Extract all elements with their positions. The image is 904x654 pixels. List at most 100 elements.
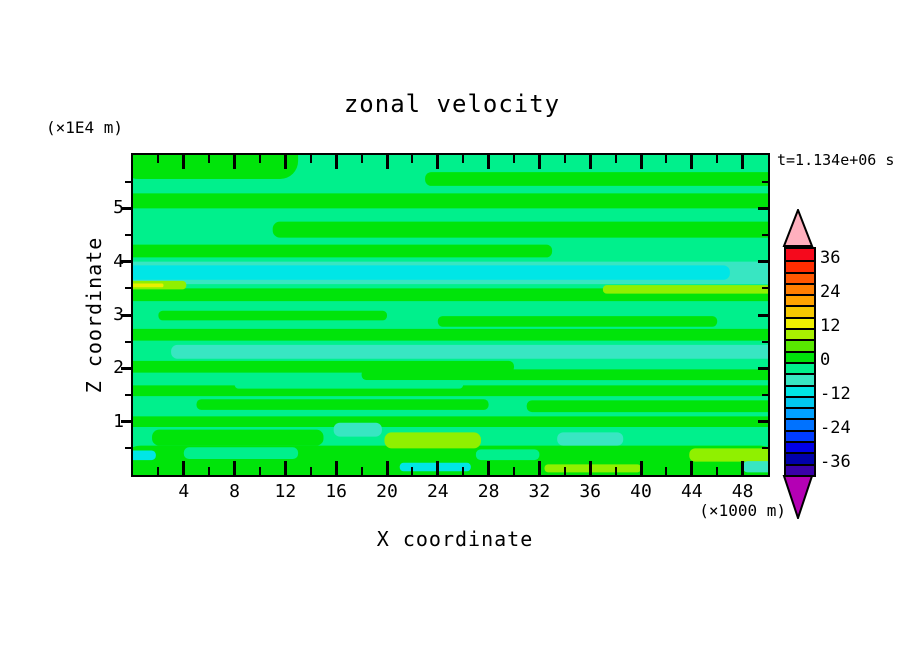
contour-band-chartreuse	[689, 448, 768, 462]
y-tick-label: 5	[113, 197, 124, 219]
x-minor-tick	[462, 467, 465, 475]
contour-band-spring	[475, 449, 540, 461]
x-major-tick	[436, 155, 440, 169]
x-minor-tick	[563, 467, 566, 475]
x-minor-tick	[614, 155, 617, 163]
x-minor-tick	[157, 155, 160, 163]
contour-band-green	[152, 429, 324, 446]
x-major-tick	[639, 155, 643, 169]
contour-band-green	[196, 399, 489, 410]
y-tick-label: 2	[113, 357, 124, 379]
y-major-tick	[121, 313, 131, 317]
colorbar-cell	[786, 441, 814, 453]
contour-band-green	[133, 155, 299, 179]
colorbar-cell	[786, 384, 814, 396]
contour-band-turquoise	[333, 422, 382, 437]
y-minor-tick	[762, 447, 768, 450]
colorbar-cell	[786, 463, 814, 475]
colorbar-cell	[786, 282, 814, 295]
contour-band-cyan	[133, 450, 156, 461]
x-minor-tick	[259, 155, 261, 163]
y-minor-tick	[762, 394, 768, 396]
x-major-tick	[436, 461, 440, 475]
x-minor-tick	[614, 467, 617, 475]
x-major-tick	[487, 461, 491, 475]
colorbar-cell	[786, 328, 814, 340]
x-major-tick	[588, 461, 592, 475]
contour-band-chartreuse	[544, 464, 641, 473]
y-minor-tick	[125, 180, 131, 183]
x-major-tick	[588, 155, 592, 169]
x-tick-label: 36	[579, 481, 602, 502]
colorbar-cell	[786, 373, 814, 385]
x-tick-label: 40	[630, 481, 652, 502]
y-minor-tick	[762, 340, 768, 343]
colorbar-cell	[786, 339, 814, 351]
x-major-tick	[487, 155, 491, 169]
y-major-tick	[121, 366, 131, 370]
x-major-tick	[182, 155, 186, 169]
x-major-tick	[182, 461, 186, 475]
x-tick-label: 16	[325, 481, 348, 502]
contour-band-chartreuse	[602, 285, 768, 294]
y-minor-tick	[762, 287, 768, 290]
y-minor-tick	[125, 340, 131, 343]
colorbar	[784, 247, 816, 477]
x-major-tick	[537, 155, 541, 169]
contour-band-spring	[183, 447, 299, 459]
x-major-tick	[385, 155, 389, 169]
colorbar-cell	[786, 452, 814, 464]
x-axis-title: X coordinate	[376, 527, 534, 551]
timestamp-label: t=1.134e+06 s	[777, 151, 895, 169]
contour-band-green	[133, 244, 553, 258]
contour-band-green	[425, 172, 768, 186]
colorbar-tick-label: -36	[820, 451, 851, 472]
x-minor-tick	[208, 467, 211, 475]
x-tick-label: 44	[680, 481, 703, 502]
colorbar-cell	[786, 260, 814, 272]
colorbar-tick-label: 36	[820, 248, 841, 269]
contour-band-yellow	[133, 283, 164, 288]
chart-title: zonal velocity	[343, 90, 561, 118]
y-minor-tick	[125, 234, 131, 236]
x-major-tick	[741, 155, 745, 169]
plot-area	[131, 153, 770, 477]
x-minor-tick	[513, 467, 515, 475]
x-major-tick	[334, 461, 338, 475]
colorbar-tick-label: 24	[820, 282, 841, 303]
x-minor-tick	[309, 155, 312, 163]
x-minor-tick	[259, 467, 261, 475]
colorbar-under-arrow	[782, 475, 814, 519]
contour-band-green	[437, 316, 718, 327]
y-minor-tick	[125, 287, 131, 290]
x-minor-tick	[665, 155, 668, 163]
x-tick-label: 28	[477, 481, 500, 502]
y-minor-tick	[762, 180, 768, 183]
x-minor-tick	[411, 467, 414, 475]
x-minor-tick	[665, 467, 668, 475]
x-minor-tick	[563, 155, 566, 163]
colorbar-cell	[786, 361, 814, 374]
y-major-tick	[121, 206, 131, 210]
x-major-tick	[385, 461, 389, 475]
y-axis-unit-label: (×1E4 m)	[46, 118, 124, 137]
y-tick-label: 1	[113, 410, 124, 432]
colorbar-cell	[786, 316, 814, 329]
x-tick-label: 48	[731, 481, 754, 502]
colorbar-tick-label: 0	[820, 350, 831, 370]
contour-band-cyan	[133, 265, 730, 280]
x-tick-label: 24	[426, 481, 449, 502]
x-major-tick	[537, 461, 541, 475]
contour-band-green	[133, 416, 768, 427]
y-major-tick	[758, 313, 768, 317]
y-tick-label: 3	[113, 304, 124, 325]
x-minor-tick	[716, 467, 719, 475]
contour-band-green	[272, 221, 768, 238]
x-major-tick	[283, 461, 287, 475]
colorbar-cell	[786, 418, 814, 430]
x-tick-label: 12	[274, 481, 297, 502]
colorbar-cell	[786, 305, 814, 317]
y-major-tick	[758, 366, 768, 370]
x-tick-label: 32	[528, 481, 551, 502]
